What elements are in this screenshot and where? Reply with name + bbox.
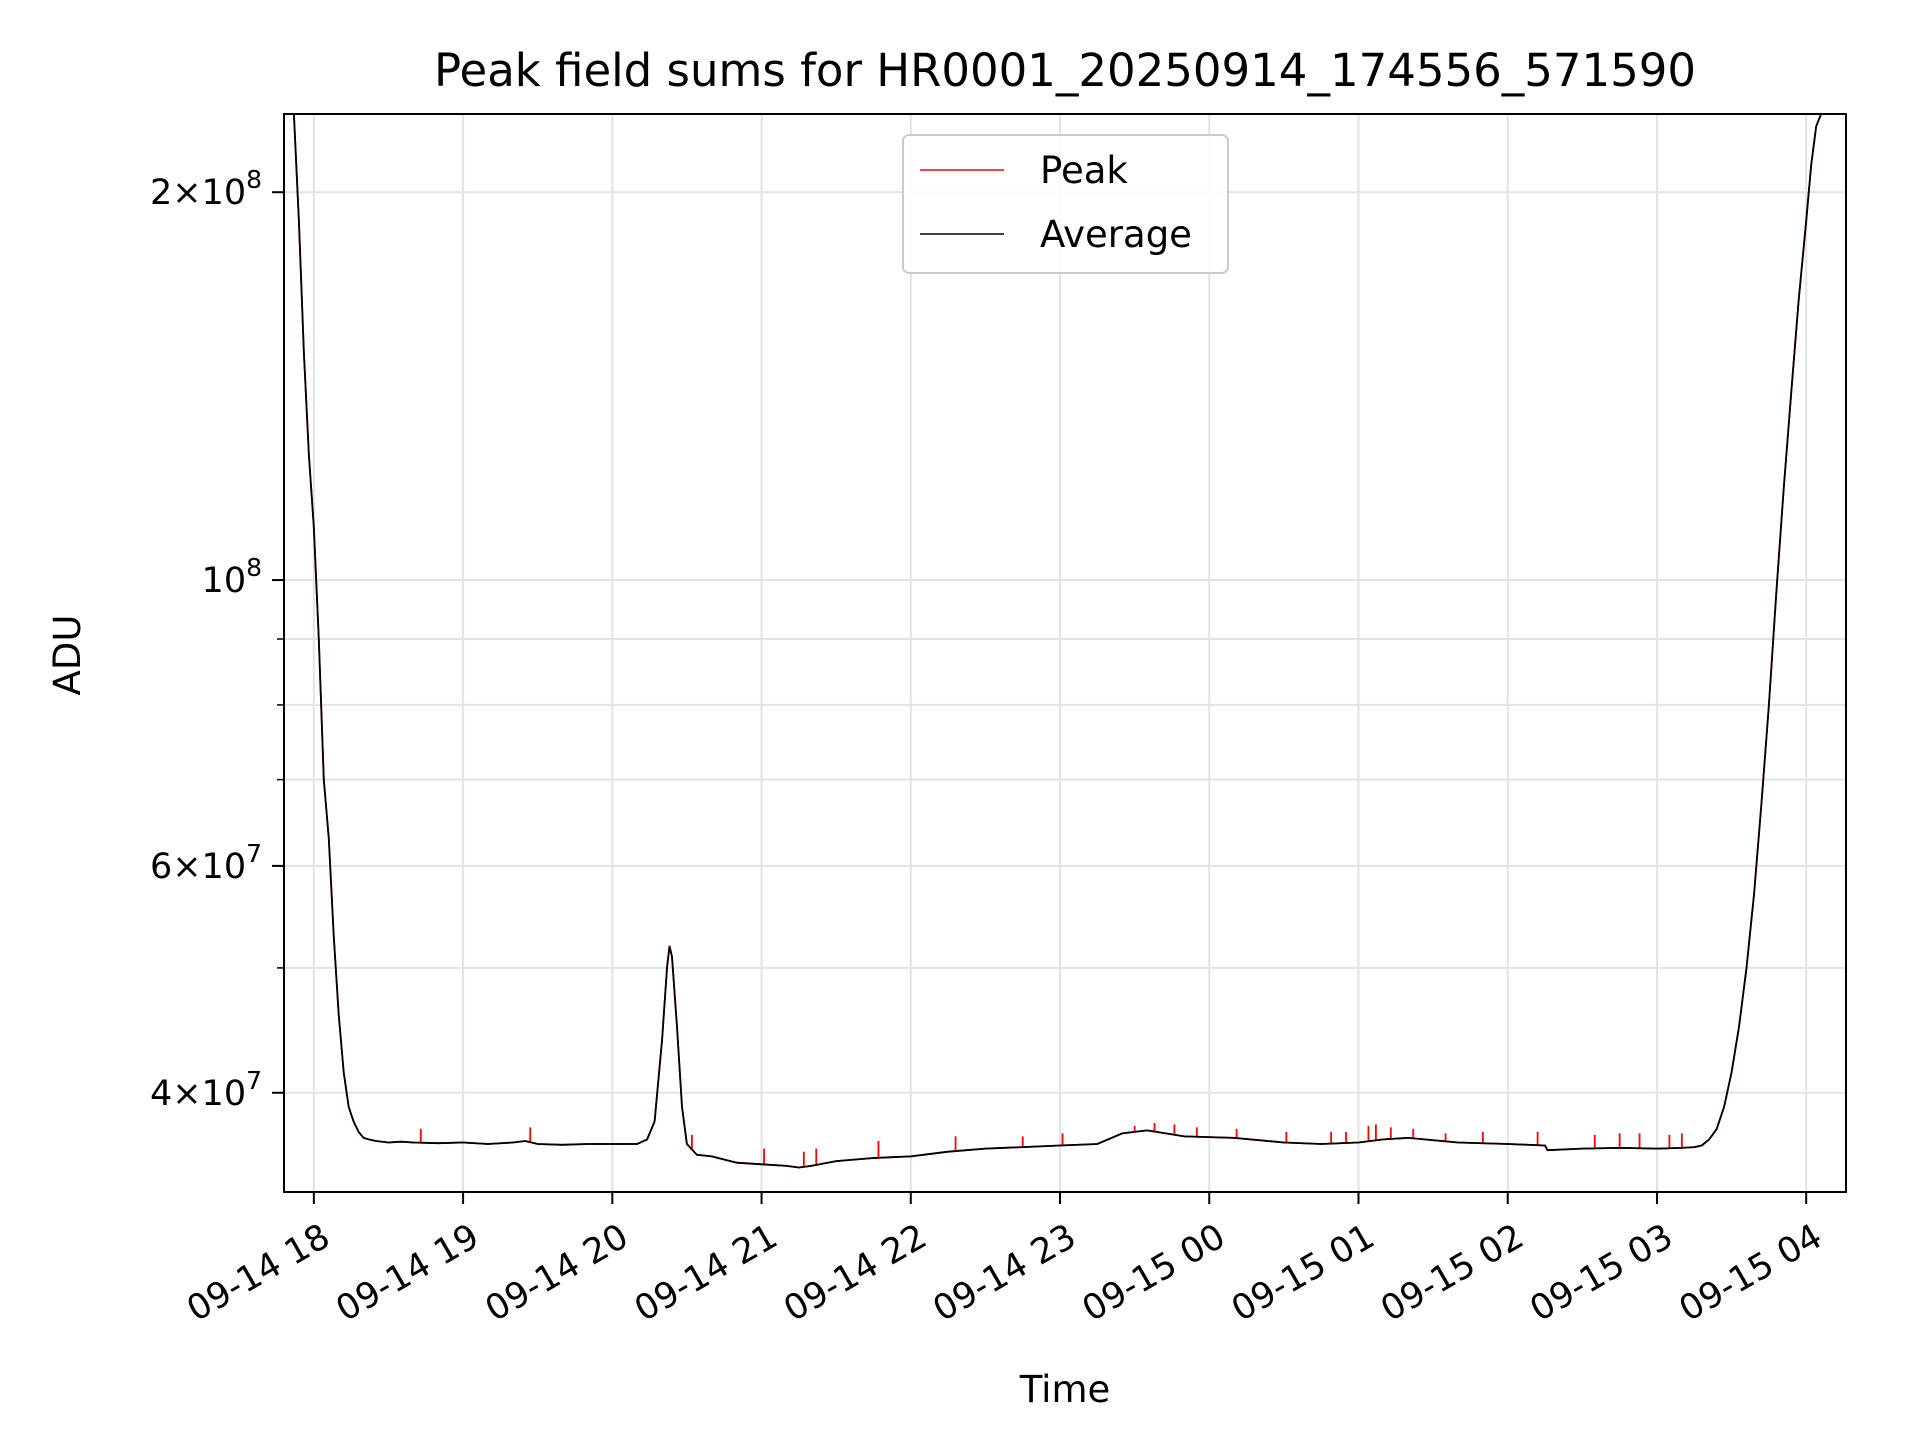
legend: Peak Average: [902, 134, 1229, 274]
y-tick-label: 6×107: [150, 839, 262, 887]
y-tick-label: 4×107: [150, 1066, 262, 1114]
y-tick-label: 108: [202, 553, 262, 601]
y-axis-label: ADU: [46, 615, 89, 696]
x-axis-label: Time: [1019, 1368, 1111, 1411]
legend-peak-label: Peak: [1040, 149, 1128, 192]
chart-title: Peak field sums for HR0001_20250914_1745…: [434, 44, 1696, 97]
y-tick-label: 2×108: [150, 165, 262, 213]
y-axis-ticks: 4×107 6×107 108 2×108: [150, 165, 284, 1114]
legend-average-label: Average: [1040, 213, 1192, 256]
average-series-line: [293, 114, 1822, 1169]
series-layer: [293, 114, 1822, 1169]
plot-frame: [283, 113, 1847, 1193]
